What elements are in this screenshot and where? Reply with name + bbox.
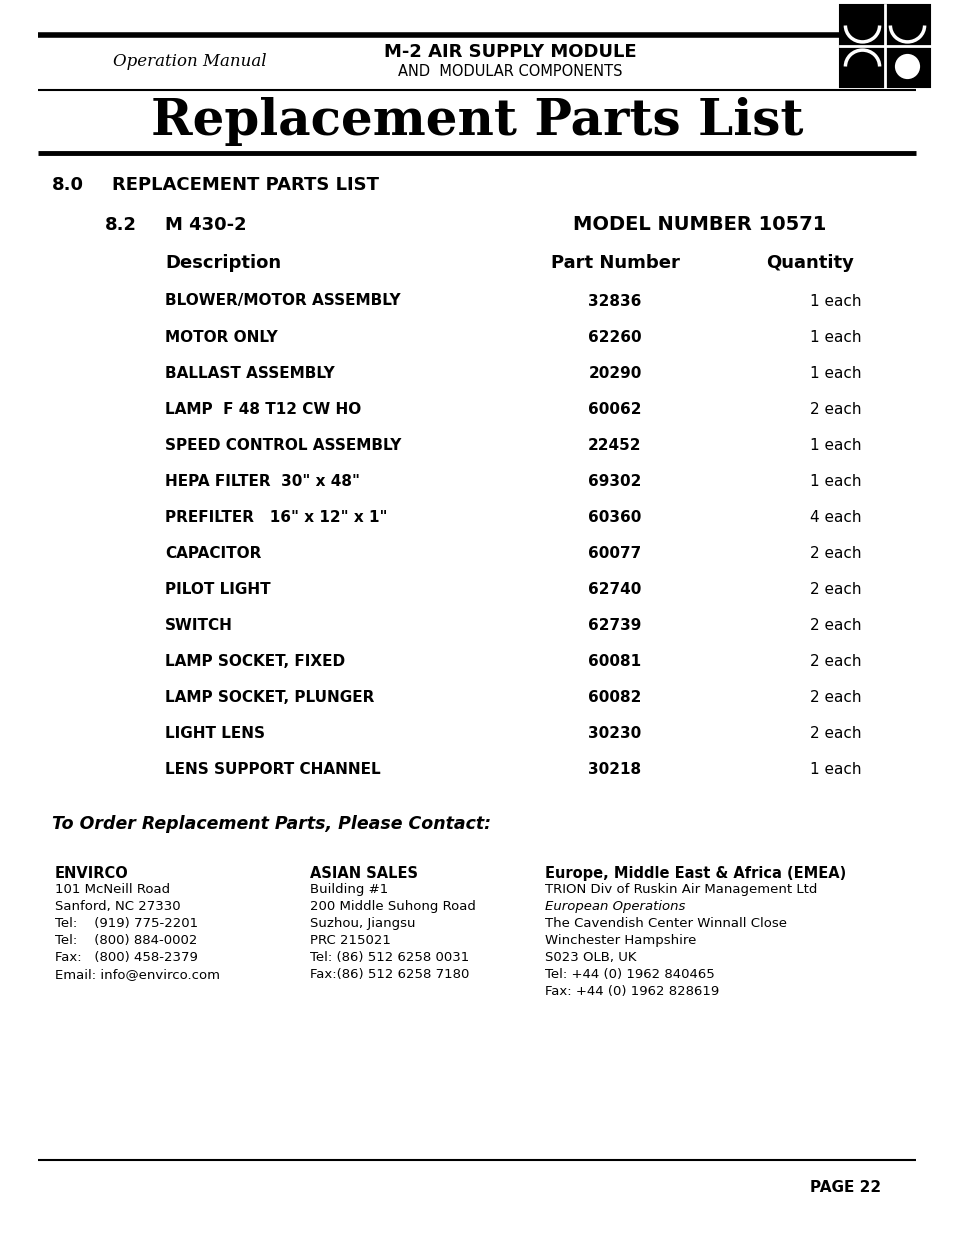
Text: Tel: (86) 512 6258 0031: Tel: (86) 512 6258 0031 <box>310 951 469 965</box>
Text: Winchester Hampshire: Winchester Hampshire <box>544 934 696 947</box>
Text: European Operations: European Operations <box>544 900 684 913</box>
Bar <box>840 5 884 46</box>
Text: 1 each: 1 each <box>809 762 861 777</box>
Text: PAGE 22: PAGE 22 <box>809 1181 881 1195</box>
Text: Tel:    (919) 775-2201: Tel: (919) 775-2201 <box>55 918 198 930</box>
Text: Sanford, NC 27330: Sanford, NC 27330 <box>55 900 180 913</box>
Text: CAPACITOR: CAPACITOR <box>165 546 261 561</box>
Text: Fax:   (800) 458-2379: Fax: (800) 458-2379 <box>55 951 197 965</box>
Text: 101 McNeill Road: 101 McNeill Road <box>55 883 170 897</box>
Text: SWITCH: SWITCH <box>165 618 233 632</box>
Text: BALLAST ASSEMBLY: BALLAST ASSEMBLY <box>165 366 335 380</box>
Text: M 430-2: M 430-2 <box>165 216 247 233</box>
Text: 2 each: 2 each <box>809 546 861 561</box>
Text: LAMP SOCKET, FIXED: LAMP SOCKET, FIXED <box>165 653 345 668</box>
Text: 1 each: 1 each <box>809 473 861 489</box>
Text: 62739: 62739 <box>588 618 641 632</box>
Text: PRC 215021: PRC 215021 <box>310 934 391 947</box>
Text: 8.2: 8.2 <box>105 216 137 233</box>
Text: S023 OLB, UK: S023 OLB, UK <box>544 951 636 965</box>
Text: Part Number: Part Number <box>550 254 679 272</box>
Text: The Cavendish Center Winnall Close: The Cavendish Center Winnall Close <box>544 918 786 930</box>
Text: 60081: 60081 <box>588 653 640 668</box>
Text: 69302: 69302 <box>588 473 641 489</box>
Text: 8.0: 8.0 <box>52 177 84 194</box>
Text: 62260: 62260 <box>588 330 641 345</box>
Text: 2 each: 2 each <box>809 653 861 668</box>
Text: 60077: 60077 <box>588 546 641 561</box>
Circle shape <box>894 54 919 79</box>
Text: Fax:(86) 512 6258 7180: Fax:(86) 512 6258 7180 <box>310 968 469 981</box>
Bar <box>840 46 884 86</box>
Text: REPLACEMENT PARTS LIST: REPLACEMENT PARTS LIST <box>112 177 378 194</box>
Text: Tel:    (800) 884-0002: Tel: (800) 884-0002 <box>55 934 197 947</box>
Text: To Order Replacement Parts, Please Contact:: To Order Replacement Parts, Please Conta… <box>52 815 491 832</box>
Text: Tel: +44 (0) 1962 840465: Tel: +44 (0) 1962 840465 <box>544 968 714 981</box>
Text: 32836: 32836 <box>588 294 641 309</box>
Text: 60062: 60062 <box>588 401 641 416</box>
Text: 1 each: 1 each <box>809 294 861 309</box>
Text: 30230: 30230 <box>588 725 641 741</box>
Text: TRION Div of Ruskin Air Management Ltd: TRION Div of Ruskin Air Management Ltd <box>544 883 817 897</box>
Text: Email: info@envirco.com: Email: info@envirco.com <box>55 968 220 981</box>
Text: 60082: 60082 <box>588 689 641 704</box>
Text: HEPA FILTER  30" x 48": HEPA FILTER 30" x 48" <box>165 473 359 489</box>
Text: MODEL NUMBER 10571: MODEL NUMBER 10571 <box>573 215 826 235</box>
Text: 1 each: 1 each <box>809 330 861 345</box>
Text: 60360: 60360 <box>588 510 641 525</box>
Text: 20290: 20290 <box>588 366 641 380</box>
Text: Building #1: Building #1 <box>310 883 388 897</box>
Text: LAMP  F 48 T12 CW HO: LAMP F 48 T12 CW HO <box>165 401 361 416</box>
Bar <box>884 46 929 86</box>
Text: ENVIRCO: ENVIRCO <box>55 866 129 881</box>
Text: 2 each: 2 each <box>809 689 861 704</box>
Bar <box>884 5 929 46</box>
Text: 200 Middle Suhong Road: 200 Middle Suhong Road <box>310 900 476 913</box>
Text: M-2 AIR SUPPLY MODULE: M-2 AIR SUPPLY MODULE <box>383 43 636 61</box>
Text: 2 each: 2 each <box>809 401 861 416</box>
Text: ASIAN SALES: ASIAN SALES <box>310 866 417 881</box>
Text: 62740: 62740 <box>588 582 641 597</box>
Text: Description: Description <box>165 254 281 272</box>
Text: 2 each: 2 each <box>809 725 861 741</box>
Text: 2 each: 2 each <box>809 582 861 597</box>
Text: PILOT LIGHT: PILOT LIGHT <box>165 582 271 597</box>
Text: 22452: 22452 <box>588 437 641 452</box>
Text: Operation Manual: Operation Manual <box>113 53 267 69</box>
Text: 4 each: 4 each <box>809 510 861 525</box>
Text: PREFILTER   16" x 12" x 1": PREFILTER 16" x 12" x 1" <box>165 510 387 525</box>
Text: Replacement Parts List: Replacement Parts List <box>151 98 802 147</box>
Text: 2 each: 2 each <box>809 618 861 632</box>
Text: SPEED CONTROL ASSEMBLY: SPEED CONTROL ASSEMBLY <box>165 437 401 452</box>
Text: 1 each: 1 each <box>809 437 861 452</box>
Text: Europe, Middle East & Africa (EMEA): Europe, Middle East & Africa (EMEA) <box>544 866 845 881</box>
Text: Suzhou, Jiangsu: Suzhou, Jiangsu <box>310 918 416 930</box>
Text: LENS SUPPORT CHANNEL: LENS SUPPORT CHANNEL <box>165 762 380 777</box>
Text: LAMP SOCKET, PLUNGER: LAMP SOCKET, PLUNGER <box>165 689 374 704</box>
Text: BLOWER/MOTOR ASSEMBLY: BLOWER/MOTOR ASSEMBLY <box>165 294 400 309</box>
Text: 1 each: 1 each <box>809 366 861 380</box>
Text: LIGHT LENS: LIGHT LENS <box>165 725 265 741</box>
Text: MOTOR ONLY: MOTOR ONLY <box>165 330 277 345</box>
Text: Quantity: Quantity <box>765 254 853 272</box>
Text: AND  MODULAR COMPONENTS: AND MODULAR COMPONENTS <box>397 64 621 79</box>
Bar <box>840 5 929 86</box>
Text: Fax: +44 (0) 1962 828619: Fax: +44 (0) 1962 828619 <box>544 986 719 998</box>
Text: 30218: 30218 <box>588 762 640 777</box>
